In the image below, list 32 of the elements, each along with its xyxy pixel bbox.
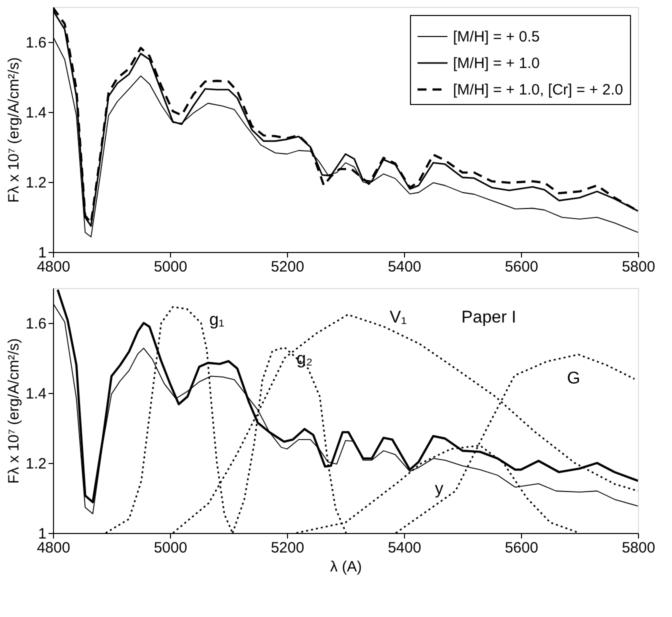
y-tick-label: 1.2	[26, 456, 46, 472]
x-tick-label: 5800	[622, 540, 656, 556]
x-axis-title: λ (A)	[330, 558, 362, 576]
x-tick-label: 5000	[154, 258, 188, 276]
y-tick-label: 1.2	[26, 174, 46, 192]
x-tick-label: 5600	[504, 258, 538, 276]
y-tick-label: 1.4	[26, 104, 46, 122]
x-tick-label: 5400	[388, 258, 422, 276]
legend-label: [M/H] = + 1.0, [Cr] = + 2.0	[453, 82, 624, 98]
annotation: G	[567, 368, 580, 388]
y-tick-label: 1	[38, 244, 46, 262]
annotation: g₁	[209, 310, 225, 329]
annotation: V₁	[390, 307, 407, 326]
x-tick-label: 5000	[154, 540, 188, 556]
y-tick-label: 1	[38, 526, 46, 542]
x-tick-label: 5200	[270, 258, 304, 276]
x-tick-label: 4800	[36, 540, 70, 556]
annotation: g₂	[296, 349, 313, 368]
y-tick-label: 1.6	[26, 316, 46, 332]
annotation: Paper I	[461, 307, 516, 326]
y-axis-title: Fλ x 10⁷ (erg/A/cm²/s)	[6, 338, 23, 484]
x-tick-label: 5400	[388, 540, 422, 556]
x-tick-label: 5200	[270, 540, 304, 556]
annotation: y	[434, 478, 444, 498]
y-tick-label: 1.6	[26, 34, 46, 52]
legend-label: [M/H] = + 1.0	[453, 55, 540, 72]
y-tick-label: 1.4	[26, 386, 46, 402]
x-tick-label: 5800	[622, 258, 656, 276]
x-tick-label: 4800	[36, 258, 70, 276]
legend-label: [M/H] = + 0.5	[453, 28, 540, 46]
y-axis-title: Fλ x 10⁷ (erg/A/cm²/s)	[6, 57, 23, 203]
x-tick-label: 5600	[504, 540, 538, 556]
